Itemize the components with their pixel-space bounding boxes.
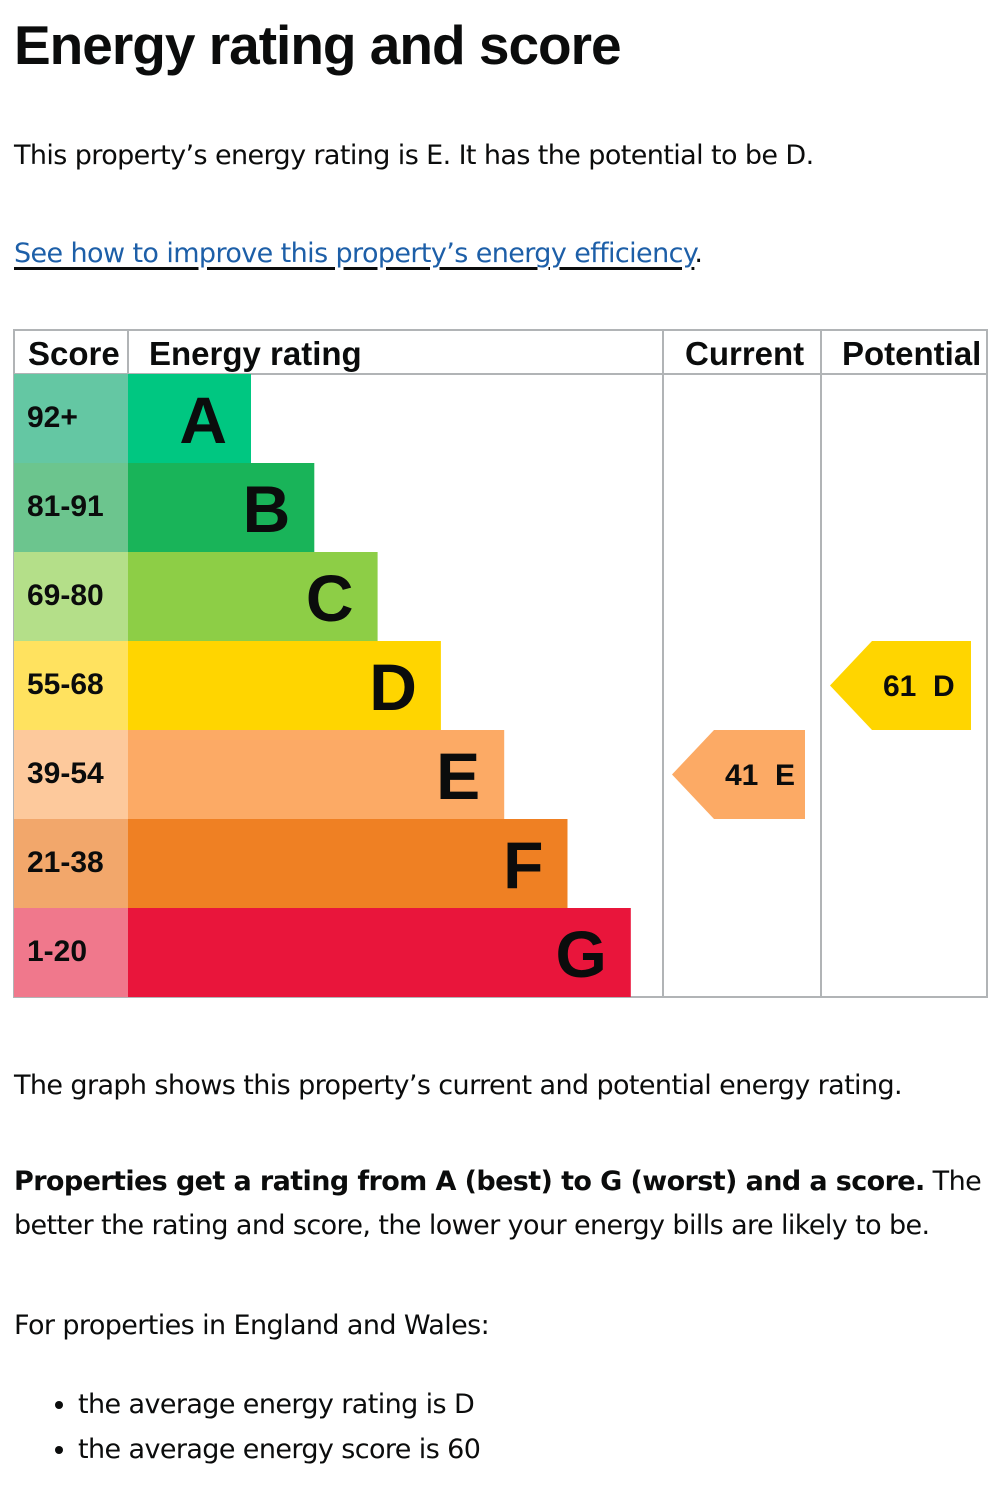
rating-bar-B: [128, 463, 315, 552]
region-intro: For properties in England and Wales:: [14, 1310, 490, 1341]
score-cell-A: [14, 374, 128, 463]
rating-bands: 92+ A 81-91 B 69-80 C 55-68 D 39-54 E 21-38 F 1-20 G: [14, 374, 631, 997]
rating-letter-A: A: [179, 383, 227, 457]
current-arrow-label: 41 E: [725, 759, 795, 792]
header-energy-rating: Energy rating: [149, 335, 362, 372]
score-range-G: 1-20: [27, 935, 87, 968]
score-cell-F: [14, 819, 128, 908]
rating-bar-D: [128, 641, 441, 730]
graph-headers: Score Energy rating Current Potential: [28, 335, 981, 372]
rating-letter-D: D: [369, 650, 417, 724]
score-range-F: 21-38: [27, 846, 104, 879]
score-range-C: 69-80: [27, 579, 104, 612]
improve-link-line: See how to improve this property’s energ…: [14, 232, 703, 276]
rating-explanation-rest: The better the rating and score, the low…: [14, 1166, 982, 1241]
graph-description: The graph shows this property’s current …: [14, 1070, 903, 1101]
link-suffix: .: [694, 238, 703, 269]
rating-explanation: Properties get a rating from A (best) to…: [14, 1160, 984, 1248]
averages-list: the average energy rating is D the avera…: [34, 1382, 481, 1472]
rating-explanation-bold: Properties get a rating from A (best) to…: [14, 1166, 925, 1197]
rating-bar-A: [128, 374, 251, 463]
rating-bar-F: [128, 819, 568, 908]
rating-letter-F: F: [503, 828, 543, 902]
rating-intro: This property’s energy rating is E. It h…: [14, 140, 814, 171]
score-cell-B: [14, 463, 128, 552]
rating-letter-B: B: [243, 472, 291, 546]
rating-letter-C: C: [306, 561, 354, 635]
header-potential: Potential: [842, 335, 981, 372]
header-score: Score: [28, 335, 120, 372]
rating-bar-E: [128, 730, 505, 819]
score-cell-D: [14, 641, 128, 730]
score-cell-C: [14, 552, 128, 641]
header-current: Current: [685, 335, 804, 372]
score-range-A: 92+: [27, 401, 78, 434]
average-rating-item: the average energy rating is D: [78, 1382, 480, 1427]
score-cell-G: [14, 908, 128, 997]
rating-letter-G: G: [555, 917, 606, 991]
energy-rating-graph: 92+ A81-91 B69-80 C55-68 D39-54 E21-38 F1-20 G …: [13, 329, 988, 998]
average-score-item: the average energy score is 60: [78, 1427, 481, 1472]
score-range-E: 39-54: [27, 757, 104, 790]
rating-letter-E: E: [436, 739, 480, 813]
score-range-B: 81-91: [27, 490, 104, 523]
potential-arrow-label: 61 D: [883, 670, 955, 703]
score-range-D: 55-68: [27, 668, 104, 701]
rating-arrows: 41 E 61 D: [672, 641, 971, 819]
potential-arrow: [830, 641, 971, 730]
improve-efficiency-link[interactable]: See how to improve this property’s energ…: [14, 238, 695, 269]
current-arrow: [672, 730, 805, 819]
page-title: Energy rating and score: [14, 14, 622, 76]
rating-bar-C: [128, 552, 378, 641]
score-cell-E: [14, 730, 128, 819]
rating-bar-G: [128, 908, 631, 997]
